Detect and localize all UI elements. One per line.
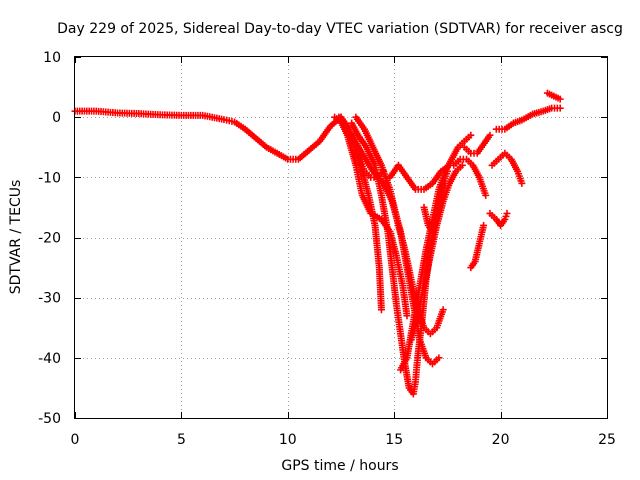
plot-frame [74, 56, 608, 419]
x-axis-label: GPS time / hours [281, 458, 398, 474]
data-point [556, 95, 564, 103]
y-tick-label: -30 [38, 291, 61, 307]
data-point [380, 167, 388, 175]
data-point [480, 221, 488, 229]
data-point [441, 179, 449, 187]
x-tick-label: 0 [71, 432, 80, 448]
y-tick-label: -20 [38, 231, 61, 247]
x-tick-label: 15 [385, 432, 403, 448]
y-tick-label: -50 [38, 411, 61, 427]
x-tick-label: 20 [492, 432, 510, 448]
data-point [556, 104, 564, 112]
y-tick-label: 0 [52, 110, 61, 126]
y-tick-label: 10 [43, 50, 61, 66]
data-point [486, 131, 494, 139]
data-point [518, 179, 526, 187]
data-point [377, 306, 385, 314]
data-point [503, 209, 511, 217]
x-tick-label: 25 [598, 432, 616, 448]
data-point [403, 312, 411, 320]
x-tick-label: 5 [177, 432, 186, 448]
y-tick-label: -40 [38, 351, 61, 367]
y-tick-label: -10 [38, 170, 61, 186]
data-points [71, 89, 564, 398]
data-point [482, 191, 490, 199]
axis-ticks: 0 5 10 15 20 25 10 0 -10 -20 -30 -40 -50 [38, 50, 616, 448]
data-point [458, 161, 466, 169]
y-axis-label: SDTVAR / TECUs [8, 180, 24, 295]
data-point [439, 306, 447, 314]
x-tick-label: 10 [279, 432, 297, 448]
chart-title: Day 229 of 2025, Sidereal Day-to-day VTE… [57, 21, 623, 37]
data-point [467, 131, 475, 139]
data-point [435, 354, 443, 362]
